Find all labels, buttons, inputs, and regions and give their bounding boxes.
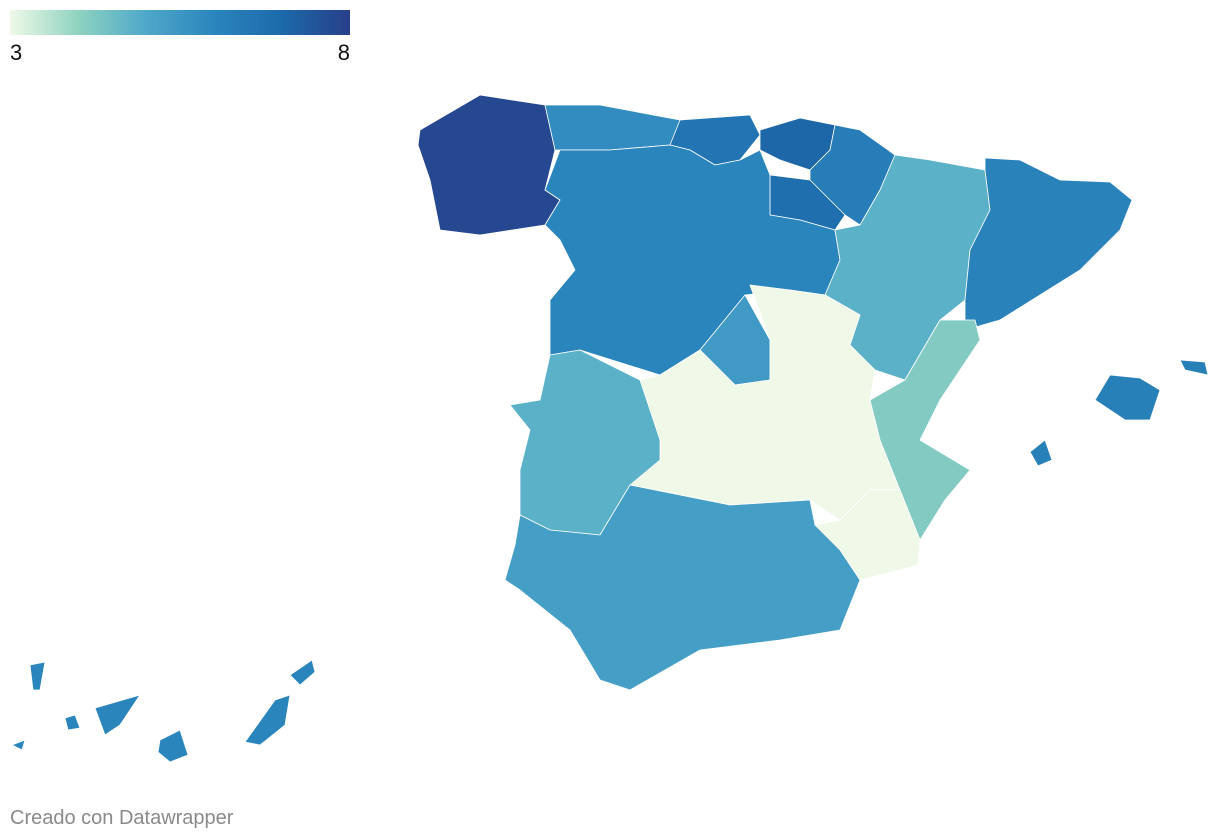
- legend-max: 8: [338, 40, 350, 65]
- region: [11, 659, 316, 763]
- region: [544, 104, 691, 151]
- region: [809, 124, 896, 226]
- regions: [11, 94, 1209, 763]
- region: [417, 94, 561, 236]
- legend-min: 3: [10, 40, 22, 65]
- region: [964, 157, 1133, 331]
- credit: Creado con Datawrapper: [10, 807, 234, 829]
- region: [504, 484, 861, 691]
- legend-bar: [10, 10, 350, 35]
- region: [869, 319, 981, 541]
- region: [1029, 359, 1209, 467]
